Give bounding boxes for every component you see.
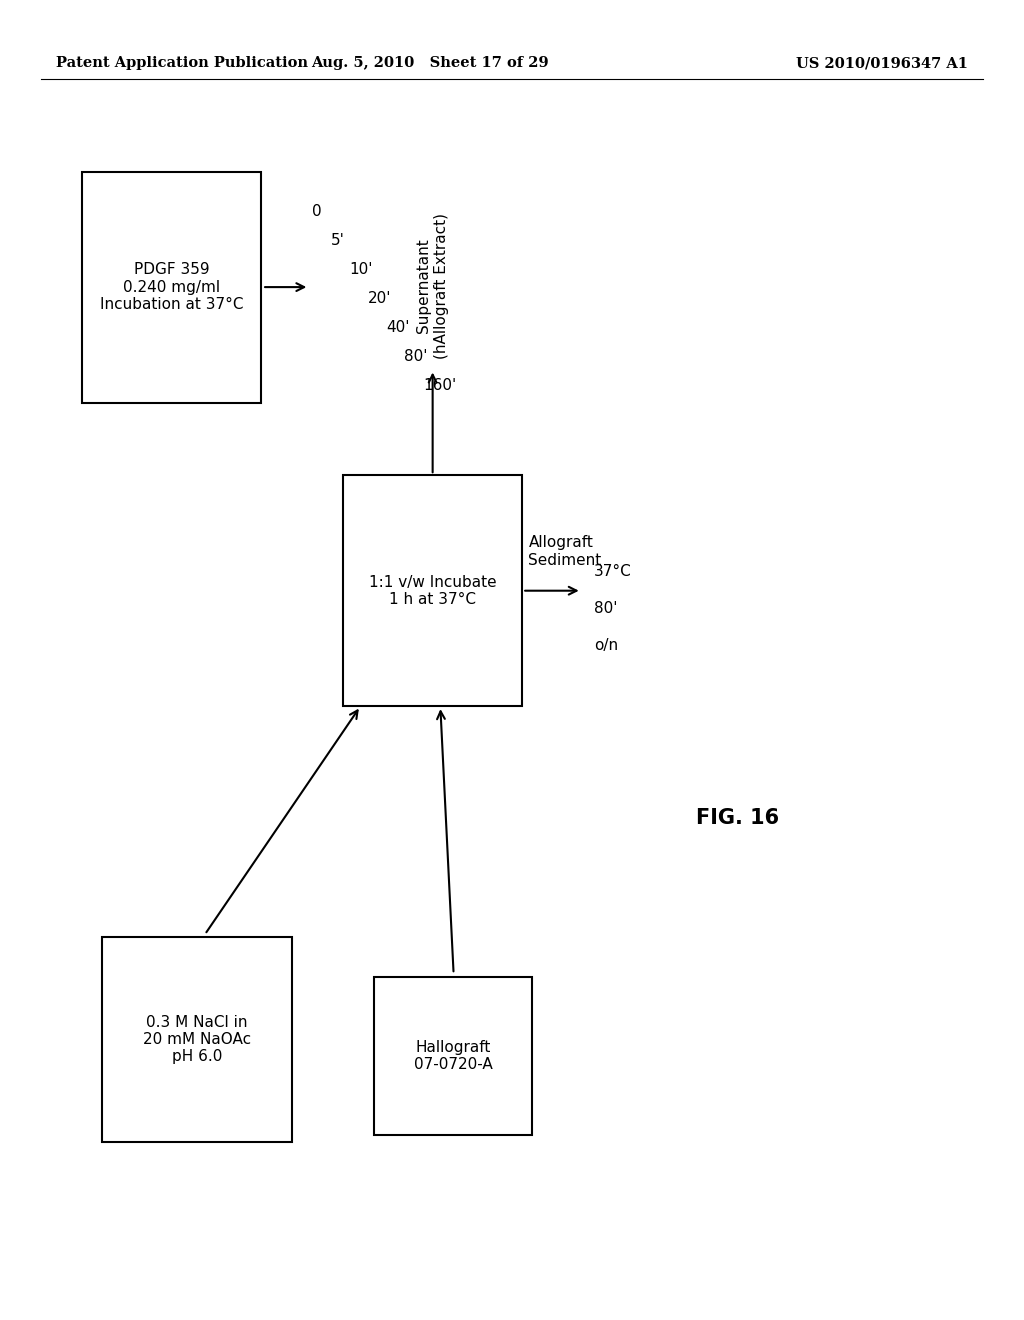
Text: FIG. 16: FIG. 16 (696, 808, 779, 829)
Text: 1:1 v/w Incubate
1 h at 37°C: 1:1 v/w Incubate 1 h at 37°C (369, 574, 497, 607)
Text: 10': 10' (349, 261, 373, 277)
Text: Aug. 5, 2010   Sheet 17 of 29: Aug. 5, 2010 Sheet 17 of 29 (311, 57, 549, 70)
FancyBboxPatch shape (343, 475, 522, 706)
Text: 20': 20' (368, 290, 391, 306)
Text: Patent Application Publication: Patent Application Publication (56, 57, 308, 70)
Text: 0: 0 (312, 203, 322, 219)
Text: o/n: o/n (594, 638, 618, 653)
Text: 80': 80' (594, 601, 617, 616)
FancyBboxPatch shape (102, 937, 292, 1142)
Text: Hallograft
07-0720-A: Hallograft 07-0720-A (414, 1040, 493, 1072)
Text: 0.3 M NaCl in
20 mM NaOAc
pH 6.0: 0.3 M NaCl in 20 mM NaOAc pH 6.0 (143, 1015, 251, 1064)
Text: PDGF 359
0.240 mg/ml
Incubation at 37°C: PDGF 359 0.240 mg/ml Incubation at 37°C (99, 263, 244, 312)
FancyBboxPatch shape (374, 977, 532, 1135)
Text: 160': 160' (423, 378, 456, 393)
Text: Allograft
Sediment: Allograft Sediment (528, 535, 602, 568)
Text: 37°C: 37°C (594, 564, 632, 579)
Text: Supernatant
(hAllograft Extract): Supernatant (hAllograft Extract) (417, 213, 449, 359)
Text: US 2010/0196347 A1: US 2010/0196347 A1 (796, 57, 968, 70)
FancyBboxPatch shape (82, 172, 261, 403)
Text: 5': 5' (331, 232, 345, 248)
Text: 40': 40' (386, 319, 410, 335)
Text: 80': 80' (404, 348, 428, 364)
